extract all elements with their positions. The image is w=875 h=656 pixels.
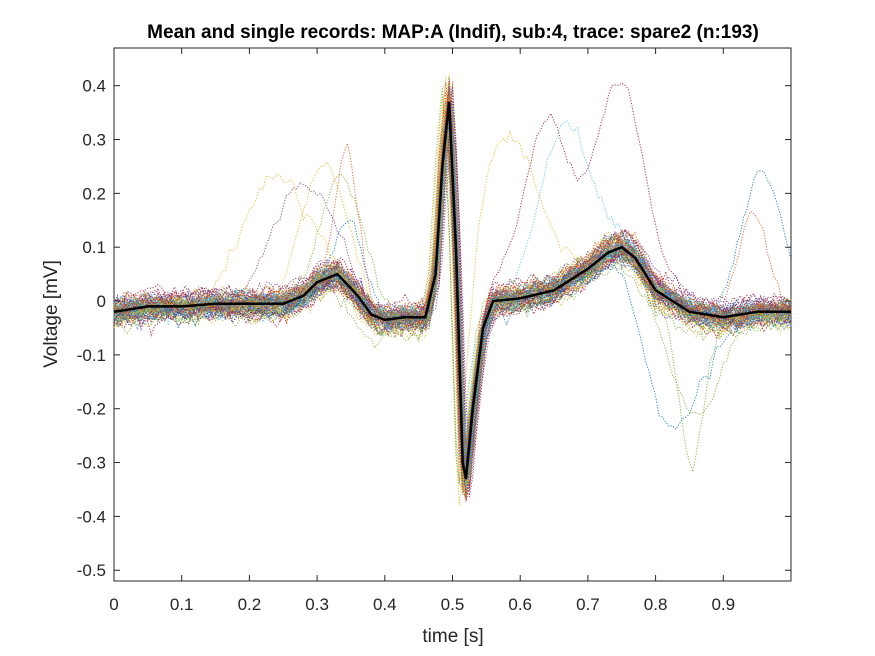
single-record-trace <box>113 131 792 457</box>
single-record-trace <box>113 85 792 485</box>
x-tick-label: 0.2 <box>238 595 262 614</box>
x-tick-label: 0 <box>109 595 118 614</box>
chart-title: Mean and single records: MAP:A (Indif), … <box>147 22 759 43</box>
single-record-trace <box>113 99 792 468</box>
y-tick-label: 0.1 <box>82 238 106 257</box>
y-tick-label: -0.1 <box>77 346 106 365</box>
y-tick-label: -0.2 <box>77 400 106 419</box>
x-tick-label: 0.4 <box>373 595 397 614</box>
y-tick-label: -0.5 <box>77 561 106 580</box>
single-record-trace <box>113 82 792 471</box>
mean-trace <box>113 101 791 479</box>
single-record-trace <box>113 127 792 483</box>
y-tick-label: 0.2 <box>82 184 106 203</box>
x-axis-ticks: 0 0.1 0.2 0.3 0.4 0.5 0.6 0.7 0.8 0.9 <box>109 48 735 614</box>
y-axis-ticks: 0.4 0.3 0.2 0.1 0 -0.1 -0.2 -0.3 -0.4 -0.5 <box>77 77 791 580</box>
x-tick-label: 0.8 <box>644 595 668 614</box>
x-tick-label: 0.5 <box>441 595 465 614</box>
single-record-trace <box>113 113 792 487</box>
single-record-trace <box>113 97 792 470</box>
single-record-trace <box>113 106 792 489</box>
x-tick-label: 0.3 <box>305 595 329 614</box>
single-record-trace <box>113 130 792 463</box>
x-tick-label: 0.9 <box>711 595 735 614</box>
single-record-trace <box>113 123 792 457</box>
y-tick-label: -0.4 <box>77 507 106 526</box>
x-tick-label: 0.1 <box>170 595 194 614</box>
single-record-trace <box>113 125 792 457</box>
y-tick-label: 0.4 <box>82 77 106 96</box>
plot-area <box>113 47 792 582</box>
y-tick-label: 0.3 <box>82 131 106 150</box>
y-tick-label: -0.3 <box>77 454 106 473</box>
x-axis-label: time [s] <box>422 626 483 647</box>
y-axis-label: Voltage [mV] <box>41 260 62 368</box>
single-record-trace <box>113 101 792 460</box>
single-record-trace <box>113 144 792 472</box>
single-record-trace <box>113 109 792 482</box>
mean-series <box>113 101 791 479</box>
x-tick-label: 0.6 <box>508 595 532 614</box>
x-tick-label: 0.7 <box>576 595 600 614</box>
y-tick-label: 0 <box>97 292 106 311</box>
